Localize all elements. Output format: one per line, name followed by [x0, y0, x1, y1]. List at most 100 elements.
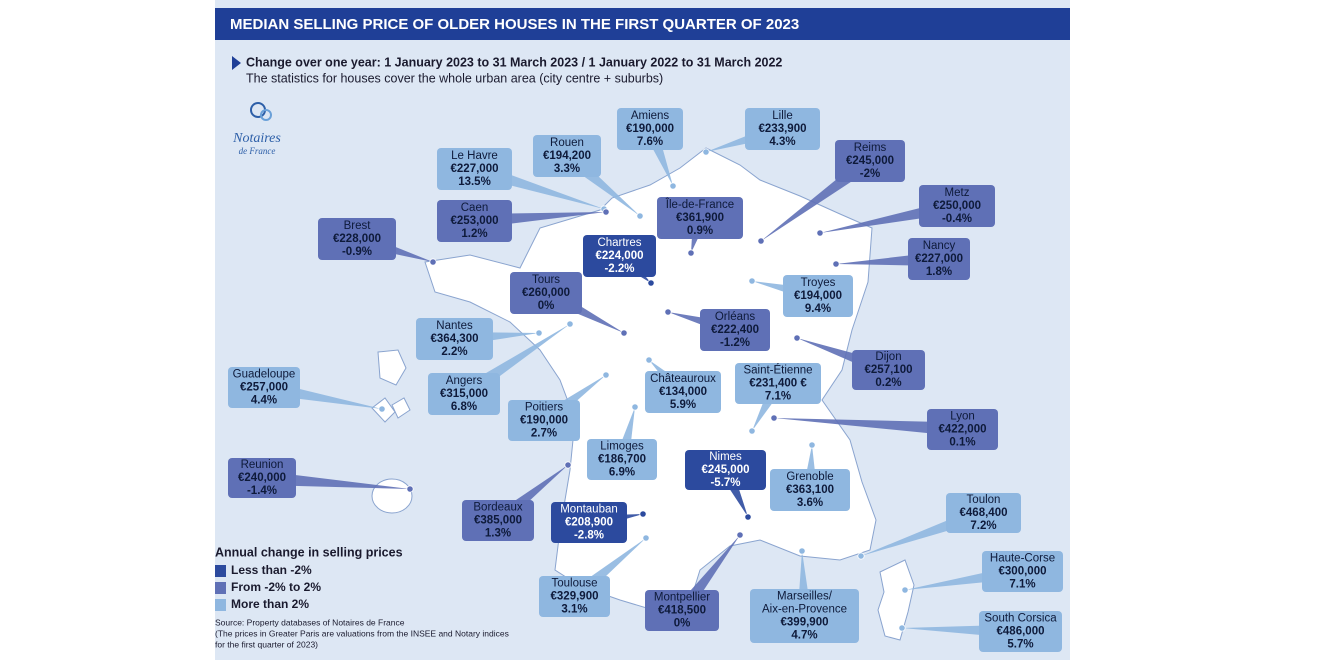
city-price: €329,900: [551, 591, 599, 603]
city-change: 7.2%: [970, 520, 996, 532]
guadeloupe-outline: [371, 349, 411, 423]
label-box: [657, 197, 743, 239]
label-box: [318, 218, 396, 260]
legend-label: Less than -2%: [231, 563, 312, 577]
city-dot: [808, 441, 816, 449]
callout-pointer: [774, 418, 963, 437]
legend-swatch: [215, 582, 226, 594]
city-name: Haute-Corse: [990, 553, 1055, 565]
city-price: €253,000: [451, 215, 499, 227]
city-dot: [832, 260, 840, 268]
label-box: [750, 589, 859, 643]
city-change: 2.2%: [441, 346, 467, 358]
city-dot: [757, 237, 765, 245]
city-name: Nantes: [436, 320, 473, 332]
source-note: Source: Property databases of Notaires d…: [215, 617, 405, 627]
city-price: €190,000: [520, 415, 568, 427]
city-dot: [736, 531, 744, 539]
city-name: Lille: [772, 110, 792, 122]
city-dot: [669, 182, 677, 190]
subtitle-marker: [232, 56, 241, 70]
label-box: [685, 450, 766, 490]
label-box: [416, 318, 493, 360]
label-box: [587, 439, 657, 480]
label-box: [228, 458, 296, 498]
city-change: -2.8%: [574, 530, 604, 542]
label-box: [551, 502, 627, 543]
city-price: €385,000: [474, 515, 522, 527]
city-change: 7.6%: [637, 136, 663, 148]
corsica-outline: [877, 559, 915, 641]
city-price: €361,900: [676, 212, 724, 224]
city-change: 3.1%: [561, 604, 587, 616]
city-price: €245,000: [846, 155, 894, 167]
label-box: [835, 140, 905, 182]
city-name: Île-de-France: [665, 198, 734, 211]
label-box: [946, 493, 1021, 533]
city-name: Nancy: [923, 240, 956, 252]
city-dot: [602, 371, 610, 379]
city-name: Aix-en-Provence: [762, 604, 847, 616]
logo-text: Notaires: [232, 131, 281, 146]
city-price: €245,000: [702, 464, 750, 476]
city-price: €240,000: [238, 472, 286, 484]
city-name: Toulouse: [551, 578, 597, 590]
city-dot: [798, 547, 806, 555]
city-change: -2.2%: [604, 263, 634, 275]
city-name: Châteauroux: [650, 373, 716, 385]
label-box: [927, 409, 998, 450]
label-box: [735, 363, 821, 404]
city-change: 9.4%: [805, 303, 831, 315]
legend-label: From -2% to 2%: [231, 580, 321, 594]
note: The statistics for houses cover the whol…: [246, 71, 663, 85]
city-change: 4.4%: [251, 395, 277, 407]
label-box: [908, 238, 970, 280]
city-name: Marseilles/: [777, 591, 833, 603]
city-name: Bordeaux: [473, 502, 522, 514]
city-change: 3.3%: [554, 163, 580, 175]
label-box: [979, 611, 1062, 652]
city-dot: [602, 208, 610, 216]
city-dot: [564, 461, 572, 469]
subtitle: Change over one year: 1 January 2023 to …: [246, 55, 782, 69]
city-price: €194,000: [794, 290, 842, 302]
label-box: [437, 148, 512, 190]
city-price: €222,400: [711, 324, 759, 336]
city-dot: [620, 329, 628, 337]
city-name: Lyon: [950, 411, 975, 423]
city-dot: [702, 148, 710, 156]
city-dot: [429, 258, 437, 266]
city-change: 1.8%: [926, 266, 952, 278]
city-name: Montauban: [560, 504, 618, 516]
city-change: 5.7%: [1007, 639, 1033, 651]
city-change: -2%: [860, 168, 880, 180]
city-dot: [744, 513, 752, 521]
city-name: Saint-Étienne: [743, 364, 812, 377]
city-dot: [898, 624, 906, 632]
reunion-outline: [371, 478, 413, 514]
legend: Annual change in selling prices Less than…: [215, 545, 509, 649]
label-box: [539, 576, 610, 617]
title-bar: [215, 8, 1070, 40]
city-change: -1.4%: [247, 485, 277, 497]
label-box: [852, 350, 925, 390]
city-price: €468,400: [960, 507, 1008, 519]
city-name: Grenoble: [786, 471, 833, 483]
city-name: Rouen: [550, 137, 584, 149]
city-price: €224,000: [596, 250, 644, 262]
city-change: 0.2%: [875, 377, 901, 389]
city-dot: [647, 279, 655, 287]
city-dot: [901, 586, 909, 594]
legend-label: More than 2%: [231, 597, 309, 611]
logo-text: de France: [239, 146, 276, 156]
city-dot: [645, 356, 653, 364]
legend-swatch: [215, 599, 226, 611]
label-box: [428, 373, 500, 415]
city-dot: [406, 485, 414, 493]
city-change: 4.7%: [791, 630, 817, 642]
city-change: -0.4%: [942, 213, 972, 225]
city-name: Chartres: [597, 237, 641, 249]
city-change: 1.2%: [461, 228, 487, 240]
city-dot: [631, 403, 639, 411]
